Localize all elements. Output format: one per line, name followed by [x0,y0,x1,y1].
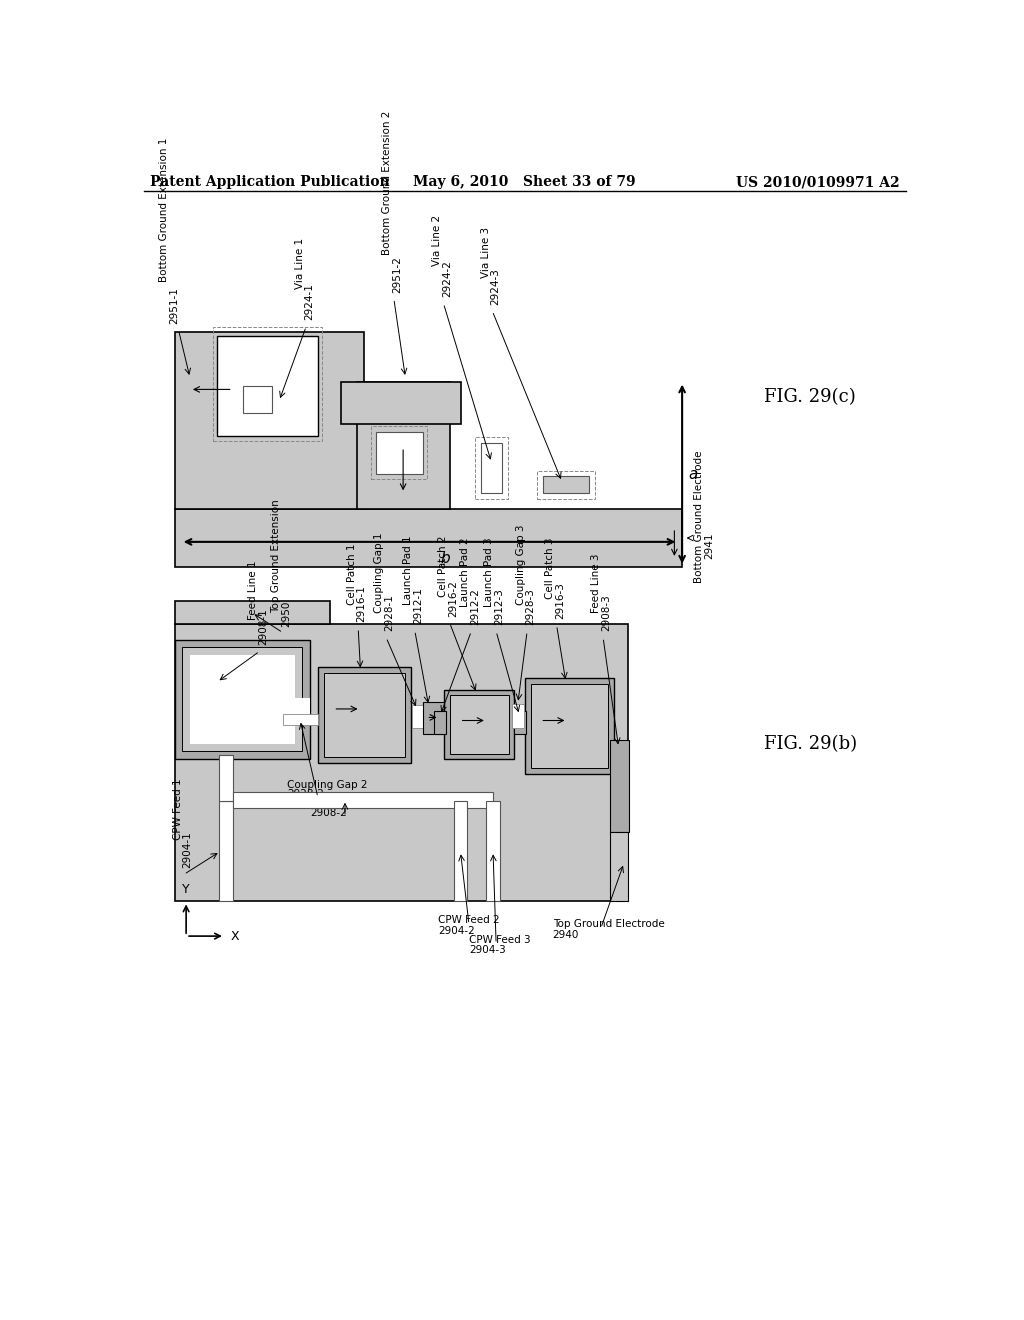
Bar [444,689,514,759]
Bar [376,432,423,474]
Text: 2912-3: 2912-3 [495,589,505,626]
Text: Y: Y [182,883,189,896]
Bar [480,444,503,494]
Text: Feed Line 3: Feed Line 3 [592,553,601,612]
Bar [213,327,322,441]
Bar [531,684,607,768]
Text: CPW Feed 2: CPW Feed 2 [438,915,500,924]
Text: 2916-3: 2916-3 [555,582,565,619]
Text: 2928-2: 2928-2 [287,789,324,799]
Text: Cell Patch 3: Cell Patch 3 [545,537,555,599]
Text: b: b [440,552,450,566]
Bar [486,801,500,902]
Text: 2928-3: 2928-3 [525,589,536,626]
Bar [475,437,508,499]
Bar [450,696,509,754]
Text: a: a [688,466,697,482]
Text: Feed Line 2: Feed Line 2 [310,799,370,809]
Text: US 2010/0109971 A2: US 2010/0109971 A2 [736,176,900,189]
Bar [512,704,524,729]
Bar [217,335,317,436]
Text: 2912-1: 2912-1 [414,587,423,624]
Text: Via Line 2: Via Line 2 [432,215,441,267]
Text: Top Ground Extension: Top Ground Extension [271,499,282,612]
Text: Coupling Gap 1: Coupling Gap 1 [375,532,384,612]
Text: May 6, 2010   Sheet 33 of 79: May 6, 2010 Sheet 33 of 79 [414,176,636,189]
Text: 2908-1: 2908-1 [258,609,268,645]
Text: Launch Pad 1: Launch Pad 1 [403,536,413,605]
Bar [219,801,233,902]
Bar [174,640,310,759]
Text: 2908-2: 2908-2 [310,808,347,818]
Text: 2904-2: 2904-2 [438,927,475,936]
Bar [219,755,233,801]
Bar [610,832,628,902]
Text: 2908-3: 2908-3 [601,594,611,631]
Text: Launch Pad 3: Launch Pad 3 [484,537,495,607]
Bar [423,702,444,734]
Text: CPW Feed 3: CPW Feed 3 [469,935,530,945]
Text: Feed Line 1: Feed Line 1 [248,561,258,620]
Bar [610,739,630,832]
Text: 2924-1: 2924-1 [305,284,314,321]
Bar [182,647,302,751]
Bar [412,705,423,729]
Bar [174,624,628,902]
Bar [454,801,467,902]
Text: 2904-1: 2904-1 [182,832,193,869]
Text: 2924-3: 2924-3 [490,268,501,305]
Bar [174,508,682,566]
Text: 2940: 2940 [553,929,580,940]
Text: Launch Pad 2: Launch Pad 2 [460,537,470,607]
Bar [190,698,310,715]
Text: Via Line 3: Via Line 3 [480,227,490,277]
Bar [341,381,461,424]
Text: 2912-2: 2912-2 [470,589,480,626]
Text: FIG. 29(c): FIG. 29(c) [764,388,855,407]
Bar [174,601,330,624]
Bar [514,711,525,734]
Text: 2951-1: 2951-1 [169,286,179,323]
Text: Via Line 1: Via Line 1 [295,238,304,289]
Text: 2950: 2950 [282,601,292,627]
Text: Bottom Ground Electrode: Bottom Ground Electrode [693,450,703,582]
Bar [434,711,445,734]
Text: Coupling Gap 3: Coupling Gap 3 [515,524,525,605]
Text: 2951-2: 2951-2 [392,256,402,293]
Text: Cell Patch 1: Cell Patch 1 [346,544,356,605]
Text: Bottom Ground Extension 1: Bottom Ground Extension 1 [159,137,169,281]
Bar [317,667,411,763]
Text: 2941: 2941 [703,532,714,558]
Bar [190,655,295,743]
Text: 2904-3: 2904-3 [469,945,506,956]
Bar [174,331,365,508]
Bar [243,385,272,412]
Bar [324,673,404,756]
Text: Top Ground Electrode: Top Ground Electrode [553,919,665,929]
Text: CPW Feed 1: CPW Feed 1 [173,779,183,840]
Bar [283,714,317,725]
Bar [356,381,450,508]
Bar [543,477,589,494]
Text: 2924-2: 2924-2 [442,260,452,297]
Text: Patent Application Publication: Patent Application Publication [150,176,389,189]
Text: 2928-1: 2928-1 [385,594,394,631]
Text: Coupling Gap 2: Coupling Gap 2 [287,780,368,789]
Text: 2916-1: 2916-1 [356,585,367,622]
Bar [524,678,614,775]
Text: 2916-2: 2916-2 [449,579,458,616]
Text: Cell Patch 2: Cell Patch 2 [438,536,449,598]
Text: X: X [231,929,240,942]
Bar [372,425,427,479]
Bar [233,792,493,808]
Bar [538,471,595,499]
Text: Bottom Ground Extension 2: Bottom Ground Extension 2 [382,111,392,255]
Text: FIG. 29(b): FIG. 29(b) [764,735,857,752]
